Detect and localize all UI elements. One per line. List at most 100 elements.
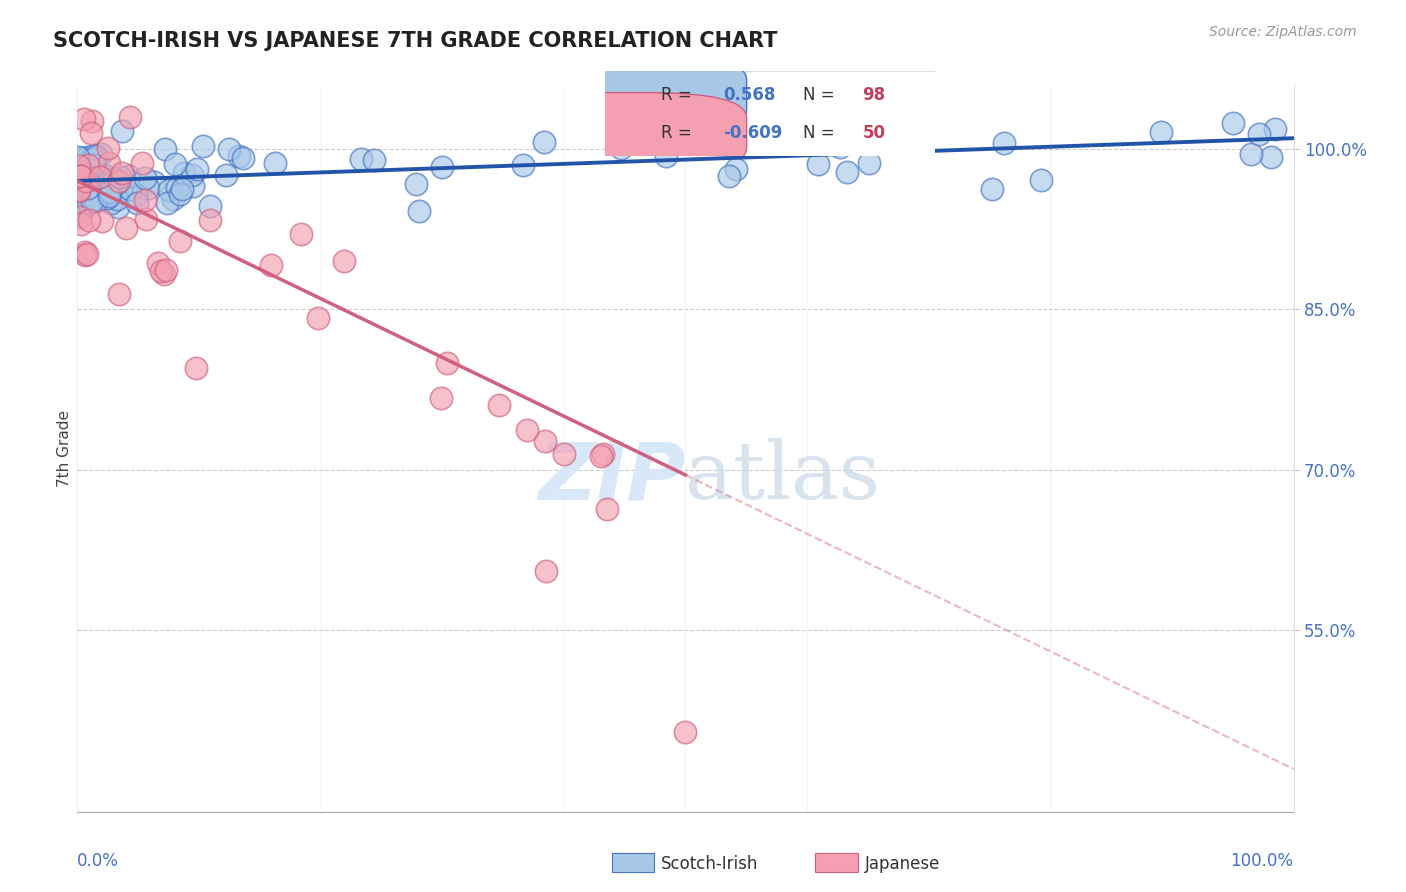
Point: [111, 166, 134, 180]
Point: [516, 423, 538, 437]
Point: [191, 138, 214, 153]
Point: [591, 449, 613, 463]
FancyBboxPatch shape: [516, 54, 747, 135]
Point: [169, 187, 191, 202]
Point: [363, 153, 385, 167]
Point: [69, 173, 91, 187]
Text: atlas: atlas: [686, 438, 880, 516]
Point: [553, 447, 575, 461]
Point: [142, 174, 165, 188]
Point: [111, 178, 134, 193]
Point: [430, 160, 453, 174]
Point: [73, 248, 96, 262]
Point: [108, 287, 131, 301]
Text: 98: 98: [862, 86, 886, 103]
Point: [108, 169, 131, 184]
Point: [77, 160, 100, 174]
Point: [79, 178, 101, 192]
Point: [118, 169, 141, 183]
Point: [86, 168, 108, 182]
Point: [70, 189, 93, 203]
Point: [654, 149, 676, 163]
Point: [149, 264, 172, 278]
Point: [198, 212, 221, 227]
Text: R =: R =: [661, 124, 692, 142]
Point: [186, 360, 208, 375]
Point: [724, 162, 747, 177]
Point: [66, 207, 89, 221]
Point: [1150, 125, 1173, 139]
Point: [1240, 146, 1263, 161]
Point: [80, 194, 103, 208]
Point: [512, 157, 534, 171]
Point: [70, 169, 93, 184]
Point: [70, 201, 93, 215]
Point: [67, 151, 90, 165]
Point: [69, 210, 91, 224]
Y-axis label: 7th Grade: 7th Grade: [56, 409, 72, 487]
Point: [98, 185, 121, 199]
Point: [596, 502, 619, 516]
Point: [96, 191, 118, 205]
Point: [100, 196, 122, 211]
Point: [534, 564, 557, 578]
Point: [186, 162, 208, 177]
Point: [97, 141, 120, 155]
Point: [200, 199, 222, 213]
Point: [98, 155, 121, 169]
Point: [162, 192, 184, 206]
Text: N =: N =: [803, 86, 834, 103]
Point: [89, 170, 111, 185]
Point: [405, 177, 427, 191]
Point: [103, 172, 125, 186]
Point: [1249, 127, 1271, 141]
Point: [94, 169, 117, 183]
Point: [80, 126, 103, 140]
Text: N =: N =: [803, 124, 834, 142]
Point: [70, 217, 93, 231]
Point: [181, 168, 204, 182]
Point: [67, 183, 90, 197]
Point: [260, 258, 283, 272]
Point: [111, 123, 134, 137]
Point: [90, 147, 112, 161]
Point: [82, 152, 104, 166]
Point: [153, 267, 176, 281]
Text: 0.568: 0.568: [724, 86, 776, 103]
Point: [350, 152, 373, 166]
Point: [430, 391, 453, 405]
Point: [79, 175, 101, 189]
Point: [72, 112, 94, 126]
Point: [72, 194, 94, 208]
Point: [993, 136, 1015, 151]
Point: [135, 211, 157, 226]
Point: [134, 171, 156, 186]
Text: 0.0%: 0.0%: [77, 852, 120, 870]
Point: [717, 169, 740, 183]
Point: [66, 161, 89, 175]
Point: [183, 178, 205, 193]
Point: [170, 182, 193, 196]
Point: [215, 168, 238, 182]
Point: [67, 184, 90, 198]
Point: [77, 158, 100, 172]
Point: [86, 149, 108, 163]
Point: [1222, 116, 1244, 130]
Point: [156, 196, 179, 211]
Point: [146, 256, 169, 270]
Text: 100.0%: 100.0%: [1230, 852, 1294, 870]
Text: R =: R =: [661, 86, 692, 103]
Point: [108, 174, 131, 188]
Point: [69, 169, 91, 183]
Text: -0.609: -0.609: [724, 124, 783, 142]
Point: [218, 142, 240, 156]
Text: 50: 50: [862, 124, 886, 142]
Point: [98, 188, 121, 202]
Point: [737, 138, 759, 153]
Point: [835, 165, 858, 179]
Point: [125, 196, 148, 211]
Point: [134, 193, 156, 207]
FancyBboxPatch shape: [605, 71, 935, 156]
Point: [82, 149, 104, 163]
Point: [858, 156, 880, 170]
